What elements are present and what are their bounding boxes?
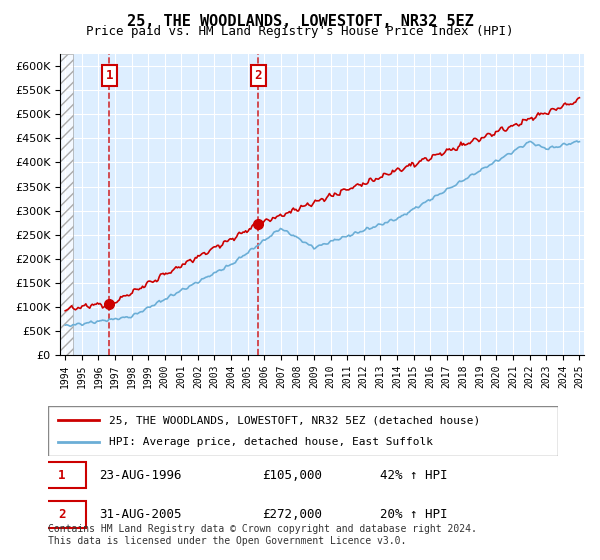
FancyBboxPatch shape [38,501,86,528]
Text: 2: 2 [255,69,262,82]
Bar [57,54,73,355]
Text: 42% ↑ HPI: 42% ↑ HPI [380,469,447,482]
Text: 25, THE WOODLANDS, LOWESTOFT, NR32 5EZ: 25, THE WOODLANDS, LOWESTOFT, NR32 5EZ [127,14,473,29]
Text: 31-AUG-2005: 31-AUG-2005 [99,508,182,521]
Text: Price paid vs. HM Land Registry's House Price Index (HPI): Price paid vs. HM Land Registry's House … [86,25,514,38]
Text: £105,000: £105,000 [262,469,322,482]
Text: 2: 2 [58,508,65,521]
Bar [57,54,73,355]
Text: HPI: Average price, detached house, East Suffolk: HPI: Average price, detached house, East… [109,437,433,447]
Text: 1: 1 [106,69,113,82]
Text: 20% ↑ HPI: 20% ↑ HPI [380,508,447,521]
Text: £272,000: £272,000 [262,508,322,521]
Text: 1: 1 [58,469,65,482]
Text: 23-AUG-1996: 23-AUG-1996 [99,469,182,482]
Text: Contains HM Land Registry data © Crown copyright and database right 2024.
This d: Contains HM Land Registry data © Crown c… [48,524,477,546]
Text: 25, THE WOODLANDS, LOWESTOFT, NR32 5EZ (detached house): 25, THE WOODLANDS, LOWESTOFT, NR32 5EZ (… [109,415,481,425]
FancyBboxPatch shape [48,406,558,456]
FancyBboxPatch shape [38,462,86,488]
